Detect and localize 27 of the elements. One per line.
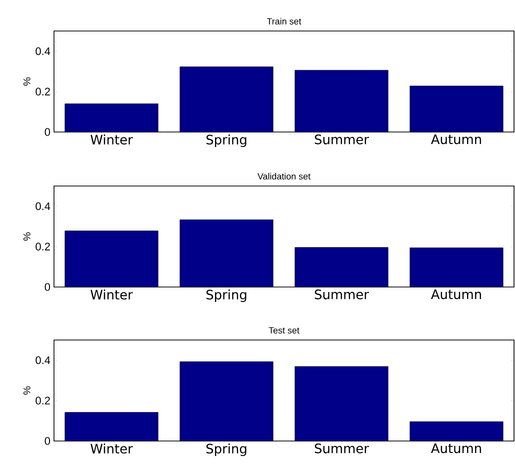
y-tick-label: 0: [44, 437, 50, 445]
y-tick-label: 0.4: [36, 47, 50, 56]
x-tick-label: Summer: [314, 290, 369, 300]
y-tick-label: 0.2: [36, 242, 50, 250]
chart-title: Test set: [268, 327, 300, 334]
x-tick-label: Winter: [90, 134, 133, 145]
y-axis-title: %: [23, 77, 30, 86]
x-tick-label: Autumn: [431, 290, 481, 300]
y-axis-title: %: [23, 386, 30, 395]
x-tick-label: Autumn: [431, 444, 481, 454]
x-tick-label: Summer: [314, 134, 369, 144]
x-tick-label: Summer: [314, 444, 369, 454]
x-tick-label: Spring: [206, 290, 246, 302]
x-tick-label: Autumn: [431, 134, 481, 144]
y-axis-title: %: [23, 232, 30, 241]
y-tick-label: 0.2: [36, 88, 50, 96]
y-tick-label: 0: [44, 128, 50, 136]
chart-title: Validation set: [257, 172, 310, 180]
x-tick-label: Spring: [206, 134, 246, 148]
y-tick-label: 0.2: [36, 396, 50, 404]
x-tick-label: Spring: [206, 444, 246, 456]
chart-title: Train set: [266, 18, 302, 25]
x-tick-label: Winter: [90, 290, 133, 300]
x-tick-label: Winter: [90, 444, 133, 454]
y-tick-label: 0.4: [36, 202, 50, 210]
y-tick-label: 0: [44, 283, 50, 291]
y-tick-label: 0.4: [36, 356, 50, 364]
